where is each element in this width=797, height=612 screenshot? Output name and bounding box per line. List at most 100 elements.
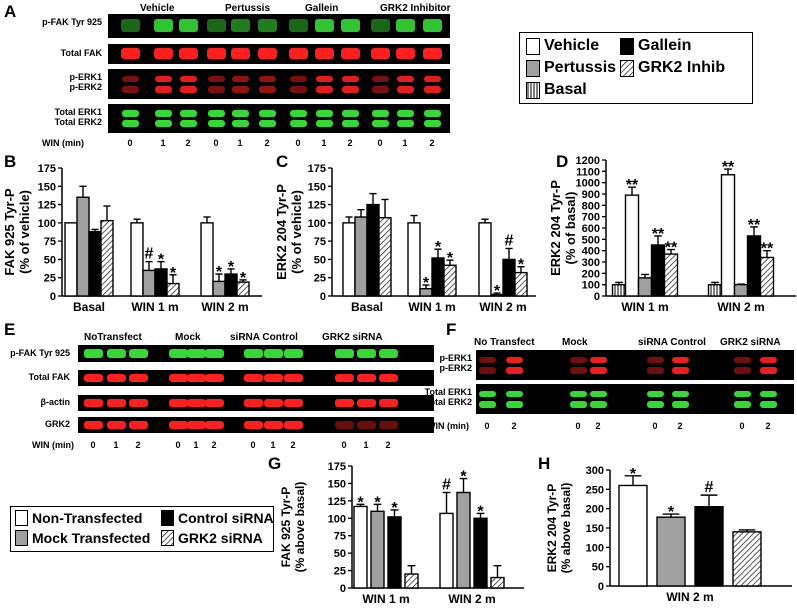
blot-band [290, 119, 307, 128]
panel-label-d: D [556, 152, 569, 171]
blot-band [372, 119, 389, 128]
blot-band [244, 398, 263, 408]
win-time-label: 2 [677, 421, 683, 431]
blot-band [760, 366, 777, 374]
blot-group-label: Pertussis [225, 3, 271, 14]
blot-band [205, 373, 224, 383]
win-time-label: 1 [193, 440, 199, 450]
chart-g: FAK 925 Tyr-P (% above basal) 0 25 50 75 100 12… [279, 461, 524, 606]
chart-b: FAK 925 Tyr-P (% of vehicle) 0 25 50 75 100 125… [2, 163, 262, 314]
blot-band [734, 400, 751, 408]
win-time-label: 0 [213, 138, 219, 148]
blot-band [169, 373, 188, 383]
blot-band [479, 390, 496, 398]
y-tick-label: 100 [38, 218, 56, 230]
blot-band [570, 390, 587, 398]
bar [650, 244, 666, 297]
bar [166, 282, 180, 297]
y-tick-label: 1200 [576, 155, 600, 167]
chart-h: ERK2 204 Tyr-P (% above basal) 0 50 100 150 20… [545, 465, 792, 604]
win-time-label: 2 [185, 138, 191, 148]
legend-a: Vehicle Gallein Pertussis GRK2 Inhib Bas… [519, 32, 753, 104]
y-tick-label: 0 [340, 583, 346, 595]
blot-band [207, 19, 226, 33]
bar [342, 222, 356, 297]
blot-band [259, 119, 276, 128]
y-tick-label: 0 [320, 291, 326, 303]
y-axis-label: (% of basal) [563, 192, 578, 265]
y-tick-label: 100 [586, 542, 604, 554]
blot-group-label: No Transfect [474, 337, 535, 348]
bar [618, 484, 648, 587]
blot-band [155, 85, 172, 93]
blot-strip [108, 69, 450, 99]
legend-swatch [161, 510, 174, 526]
blot-band [107, 398, 126, 408]
blot-band [232, 119, 249, 128]
blot-band [734, 390, 751, 398]
blot-band [342, 110, 359, 117]
blot-group-label: Vehicle [140, 3, 175, 14]
blot-band [570, 400, 587, 408]
blot-band [479, 400, 496, 408]
blot-band [357, 420, 376, 430]
y-tick-label: 100 [582, 280, 600, 292]
bar [759, 256, 775, 297]
blot-band [316, 85, 333, 93]
blot-band [357, 373, 376, 383]
blot-row-label: GRK2 [44, 419, 70, 429]
significance-mark: * [447, 250, 454, 267]
blot-band [129, 373, 148, 383]
chart-c: ERK2 204 Tyr-P (% of vehicle) 0 25 50 75 100 12… [274, 163, 536, 314]
blot-band [264, 420, 283, 430]
legend-swatch [620, 59, 634, 77]
legend-a-item: Basal [526, 81, 587, 99]
legend-swatch [15, 510, 28, 526]
win-axis-label: WIN (min) [427, 421, 469, 431]
bar [439, 512, 454, 589]
significance-mark: * [240, 270, 247, 287]
blot-band [734, 356, 751, 364]
win-axis-label: WIN (min) [42, 138, 84, 148]
bar [624, 194, 640, 297]
significance-mark: ** [761, 241, 774, 258]
blot-band [357, 398, 376, 408]
blot-band [169, 420, 188, 430]
blot-row-label: Total FAK [28, 372, 70, 382]
blot-band [180, 75, 197, 83]
blot-band [290, 85, 307, 93]
blot-band [316, 75, 333, 83]
panel-label-h: H [538, 454, 551, 473]
blot-strip [108, 44, 450, 64]
blot-band [590, 356, 607, 364]
win-time-label: 2 [385, 440, 391, 450]
blot-group-label: Mock [175, 332, 201, 343]
bar [212, 280, 226, 297]
blot-band [760, 390, 777, 398]
blot-band [187, 373, 206, 383]
significance-mark: ** [652, 226, 665, 243]
y-tick-label: 50 [314, 254, 326, 266]
significance-mark: * [494, 283, 501, 300]
blot-band [129, 348, 148, 359]
bar [611, 283, 627, 297]
blot-band [264, 373, 283, 383]
win-time-label: 2 [290, 440, 296, 450]
y-tick-label: 50 [334, 548, 346, 560]
significance-mark: ** [748, 217, 761, 234]
win-time-label: 0 [575, 421, 581, 431]
blot-band [397, 119, 414, 128]
bar [224, 273, 238, 297]
legend-swatch [15, 530, 28, 546]
bar [154, 268, 168, 297]
y-tick-label: 125 [308, 200, 326, 212]
y-tick-label: 75 [314, 236, 326, 248]
blot-band [424, 110, 441, 117]
blot-band [379, 348, 398, 359]
bar [733, 283, 749, 297]
blot-band [342, 75, 359, 83]
bar [732, 531, 762, 587]
legend-label: GRK2 siRNA [178, 530, 263, 546]
win-time-label: 0 [377, 138, 383, 148]
blot-band [264, 348, 283, 359]
